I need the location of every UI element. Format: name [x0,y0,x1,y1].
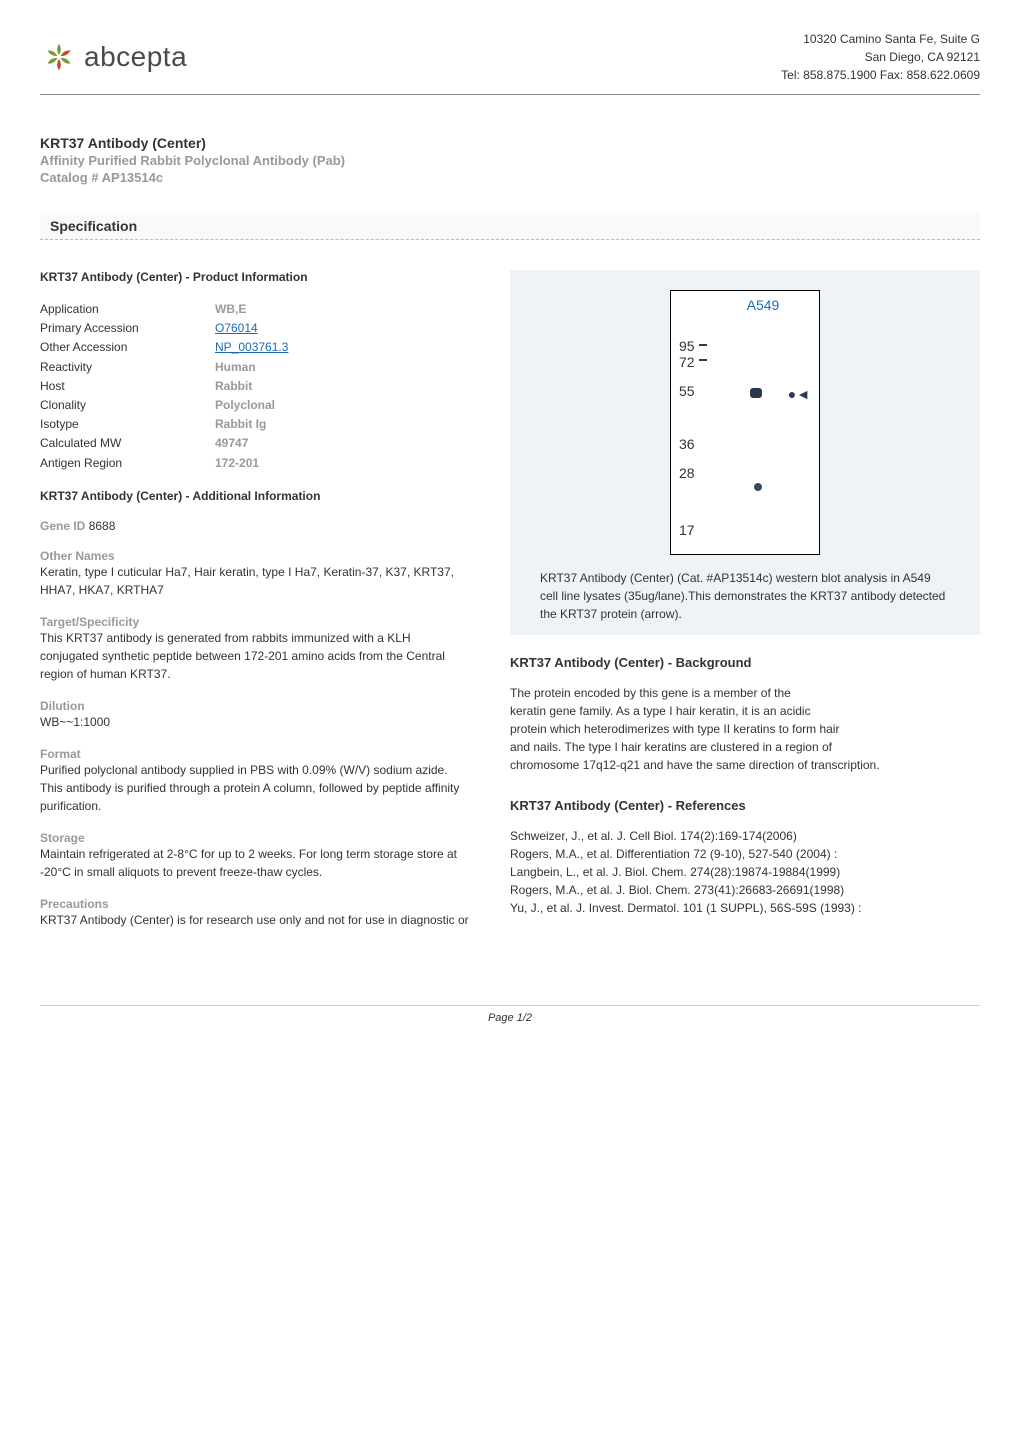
info-section: StorageMaintain refrigerated at 2-8°C fo… [40,831,470,881]
background-header: KRT37 Antibody (Center) - Background [510,655,980,670]
section-text: This KRT37 antibody is generated from ra… [40,629,470,683]
figure-caption: KRT37 Antibody (Center) (Cat. #AP13514c)… [540,569,950,623]
reference-line: Yu, J., et al. J. Invest. Dermatol. 101 … [510,899,980,917]
info-value: Human [215,358,256,377]
mw-marker-labels [671,291,707,554]
info-row: IsotypeRabbit Ig [40,415,470,434]
arrow-indicator: ●◄ [788,386,810,402]
section-text: Purified polyclonal antibody supplied in… [40,761,470,815]
info-row: ApplicationWB,E [40,300,470,319]
info-value: 172-201 [215,454,259,473]
left-column: KRT37 Antibody (Center) - Product Inform… [40,270,470,945]
info-label: Reactivity [40,358,215,377]
info-value[interactable]: NP_003761.3 [215,338,288,357]
info-row: Antigen Region172-201 [40,454,470,473]
section-title: Format [40,747,470,761]
page-header: abcepta 10320 Camino Santa Fe, Suite G S… [40,30,980,95]
info-value: Rabbit Ig [215,415,266,434]
reference-line: Langbein, L., et al. J. Biol. Chem. 274(… [510,863,980,881]
mw-marker: 17 [679,522,695,538]
info-row: Primary AccessionO76014 [40,319,470,338]
reference-line: Rogers, M.A., et al. J. Biol. Chem. 273(… [510,881,980,899]
section-title: Target/Specificity [40,615,470,629]
info-row: ClonalityPolyclonal [40,396,470,415]
gene-id-label: Gene ID [40,519,85,533]
company-logo: abcepta [40,38,187,76]
company-name: abcepta [84,41,187,73]
info-section: Other NamesKeratin, type I cuticular Ha7… [40,549,470,599]
background-line: chromosome 17q12-q21 and have the same d… [510,756,980,774]
info-label: Other Accession [40,338,215,357]
gene-id: 8688 [89,519,116,533]
background-line: The protein encoded by this gene is a me… [510,684,980,702]
section-text: Maintain refrigerated at 2-8°C for up to… [40,845,470,881]
specification-header: Specification [40,213,980,240]
info-row: Other AccessionNP_003761.3 [40,338,470,357]
info-value[interactable]: O76014 [215,319,258,338]
background-line: protein which heterodimerizes with type … [510,720,980,738]
blot-lane: A549 ●◄ [707,291,819,554]
additional-info-header: KRT37 Antibody (Center) - Additional Inf… [40,489,470,503]
info-label: Host [40,377,215,396]
section-title: Other Names [40,549,470,563]
info-label: Primary Accession [40,319,215,338]
section-text: WB~~1:1000 [40,713,470,731]
reference-line: Rogers, M.A., et al. Differentiation 72 … [510,845,980,863]
section-title: Dilution [40,699,470,713]
lower-band [754,483,762,491]
page-footer: Page 1/2 [40,1005,980,1024]
mw-marker: 28 [679,465,695,481]
info-value: Rabbit [215,377,252,396]
section-text: Keratin, type I cuticular Ha7, Hair kera… [40,563,470,599]
main-band [750,388,762,398]
info-section: DilutionWB~~1:1000 [40,699,470,731]
reference-line: Schweizer, J., et al. J. Cell Biol. 174(… [510,827,980,845]
references-list: Schweizer, J., et al. J. Cell Biol. 174(… [510,827,980,917]
marker-dash [699,344,707,346]
section-title: Storage [40,831,470,845]
right-column: A549 ●◄ 9572 55 36 28 17 KRT37 Antibody (Cen… [510,270,980,945]
info-row: HostRabbit [40,377,470,396]
info-label: Clonality [40,396,215,415]
mw-marker: 95 [679,338,695,354]
section-title: Precautions [40,897,470,911]
info-label: Application [40,300,215,319]
background-line: and nails. The type I hair keratins are … [510,738,980,756]
info-label: Antigen Region [40,454,215,473]
info-value: 49747 [215,434,248,453]
gene-id-block: Gene ID 8688 [40,519,470,533]
references-header: KRT37 Antibody (Center) - References [510,798,980,813]
info-row: Calculated MW49747 [40,434,470,453]
lane-label: A549 [707,297,819,313]
info-section: PrecautionsKRT37 Antibody (Center) is fo… [40,897,470,929]
product-subtitle: Affinity Purified Rabbit Polyclonal Anti… [40,153,980,168]
address-line-1: 10320 Camino Santa Fe, Suite G [781,30,980,48]
western-blot-image: A549 ●◄ 9572 55 36 28 17 [670,290,820,555]
info-section: Target/SpecificityThis KRT37 antibody is… [40,615,470,683]
catalog-number: Catalog # AP13514c [40,170,980,185]
product-title: KRT37 Antibody (Center) [40,135,980,151]
info-row: ReactivityHuman [40,358,470,377]
marker-dash [699,359,707,361]
mw-marker: 36 [679,436,695,452]
logo-icon [40,38,78,76]
phone-fax: Tel: 858.875.1900 Fax: 858.622.0609 [781,66,980,84]
product-info-table: ApplicationWB,EPrimary AccessionO76014Ot… [40,300,470,473]
info-label: Calculated MW [40,434,215,453]
info-label: Isotype [40,415,215,434]
info-value: Polyclonal [215,396,275,415]
section-text: KRT37 Antibody (Center) is for research … [40,911,470,929]
info-section: FormatPurified polyclonal antibody suppl… [40,747,470,815]
address-line-2: San Diego, CA 92121 [781,48,980,66]
company-address: 10320 Camino Santa Fe, Suite G San Diego… [781,30,980,84]
mw-marker: 72 [679,354,695,370]
product-info-header: KRT37 Antibody (Center) - Product Inform… [40,270,470,284]
background-text: The protein encoded by this gene is a me… [510,684,980,774]
main-content: KRT37 Antibody (Center) - Product Inform… [40,270,980,945]
western-blot-figure: A549 ●◄ 9572 55 36 28 17 KRT37 Antibody (Cen… [510,270,980,635]
mw-marker: 55 [679,383,695,399]
background-line: keratin gene family. As a type I hair ke… [510,702,980,720]
info-value: WB,E [215,300,246,319]
